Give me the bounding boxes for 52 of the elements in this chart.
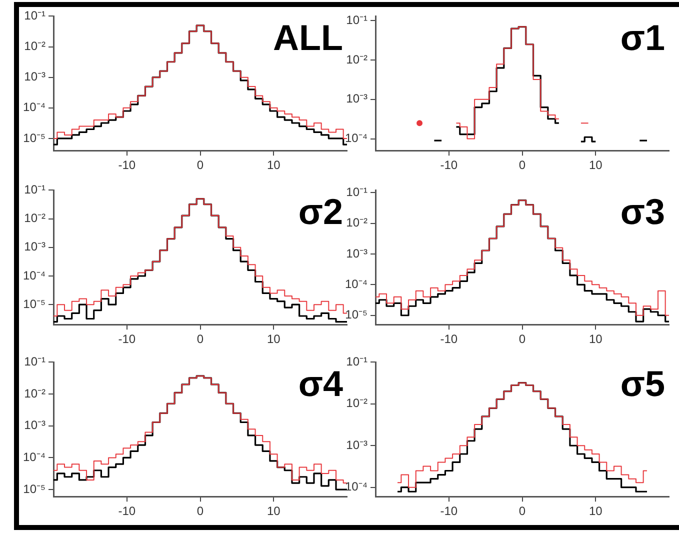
y-tick-label: 10⁻² (346, 52, 368, 66)
x-tick-label: -10 (118, 504, 136, 518)
y-tick-label: 10⁻⁴ (344, 480, 368, 494)
x-tick-label: 0 (518, 158, 526, 172)
x-tick-label: 10 (588, 158, 603, 172)
chart-title: σ3 (620, 191, 665, 232)
y-tick-label: 10⁻⁴ (344, 276, 368, 291)
y-tick-label: 10⁻⁵ (345, 308, 368, 322)
y-tick-label: 10⁻² (24, 211, 46, 226)
chart-title: σ4 (298, 363, 343, 404)
x-tick-label: 10 (588, 504, 603, 518)
y-tick-label: 10⁻³ (346, 438, 368, 452)
chart-title: σ5 (620, 363, 665, 404)
y-tick-label: 10⁻⁵ (23, 296, 46, 311)
x-tick-label: 0 (196, 158, 204, 172)
y-tick-label: 10⁻¹ (24, 182, 46, 197)
chart-title: σ1 (620, 17, 665, 58)
y-tick-label: 10⁻³ (24, 240, 46, 254)
chart-title: σ2 (298, 191, 343, 232)
x-tick-label: -10 (440, 504, 458, 518)
y-tick-label: 10⁻² (24, 39, 46, 54)
y-tick-label: 10⁻¹ (24, 8, 46, 23)
y-tick-label: 10⁻⁵ (23, 482, 46, 496)
x-tick-label: 10 (266, 504, 281, 518)
x-tick-label: -10 (118, 332, 136, 346)
y-tick-label: 10⁻¹ (346, 12, 368, 27)
y-tick-label: 10⁻¹ (346, 184, 368, 199)
y-tick-label: 10⁻¹ (346, 354, 368, 369)
y-tick-label: 10⁻³ (346, 92, 368, 106)
x-tick-label: -10 (440, 332, 458, 346)
y-tick-label: 10⁻⁵ (23, 130, 46, 145)
y-tick-label: 10⁻² (346, 216, 368, 230)
y-tick-label: 10⁻⁴ (22, 100, 46, 114)
y-tick-label: 10⁻³ (24, 418, 46, 432)
y-tick-label: 10⁻⁴ (22, 450, 46, 464)
y-tick-label: 10⁻² (24, 386, 46, 400)
y-tick-label: 10⁻³ (346, 246, 368, 260)
x-tick-label: 10 (588, 332, 603, 346)
x-tick-label: -10 (118, 158, 136, 172)
y-tick-label: 10⁻⁴ (344, 131, 368, 146)
x-tick-label: 10 (266, 332, 281, 346)
x-tick-label: 0 (518, 332, 526, 346)
chart-title: ALL (273, 17, 343, 58)
y-tick-label: 10⁻² (346, 396, 368, 410)
y-tick-label: 10⁻¹ (24, 354, 46, 369)
x-tick-label: 0 (518, 504, 526, 518)
x-tick-label: -10 (440, 158, 458, 172)
x-tick-label: 10 (266, 158, 281, 172)
x-tick-label: 0 (196, 332, 204, 346)
x-tick-label: 0 (196, 504, 204, 518)
y-tick-label: 10⁻⁴ (22, 268, 46, 282)
y-tick-label: 10⁻³ (24, 70, 46, 84)
